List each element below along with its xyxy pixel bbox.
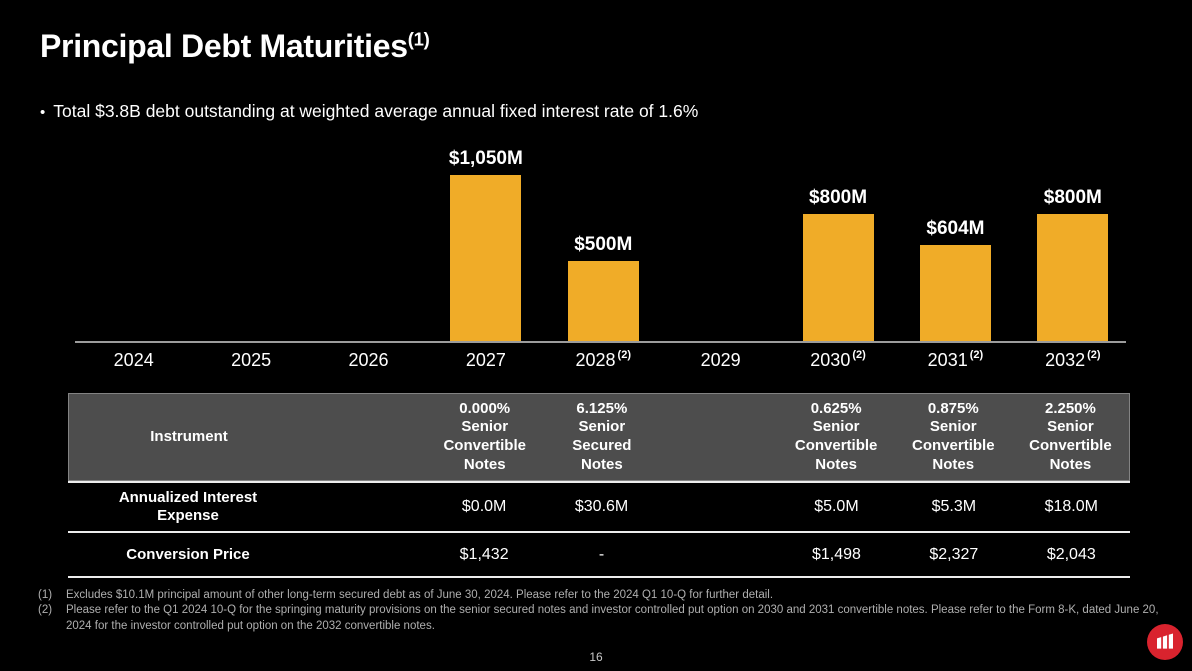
- year-footnote-superscript: (2): [1087, 349, 1101, 361]
- year-footnote-superscript: (2): [969, 349, 984, 361]
- table-header-instrument: Instrument: [150, 428, 228, 445]
- footnote-text: Please refer to the Q1 2024 10-Q for the…: [66, 604, 1159, 632]
- table-row: Annualized Interest Expense $0.0M $30.6M $5…: [68, 483, 1130, 533]
- table-row-label: Conversion Price: [126, 545, 250, 563]
- chart-column-2025: [192, 148, 309, 341]
- table-row-label: Annualized Interest Expense: [118, 489, 258, 524]
- chart-column-2031: $604M: [897, 148, 1014, 341]
- title-footnote-superscript: (1): [407, 28, 430, 50]
- bar-value-label: $604M: [926, 218, 985, 239]
- table-cell-0-6: $18.0M: [1044, 498, 1098, 515]
- year-label: 2024: [113, 350, 154, 370]
- bar-value-label: $500M: [574, 234, 633, 255]
- footnotes: (1) Excludes $10.1M principal amount of o…: [38, 588, 1166, 634]
- table-cell-1-4: $1,498: [811, 545, 861, 563]
- x-axis-label-2024: 2024: [75, 350, 192, 371]
- chart-column-2027: $1,050M: [427, 148, 544, 341]
- x-axis-label-2032: 2032 (2): [1014, 349, 1131, 371]
- logo-bar-1: [1157, 637, 1162, 649]
- bar-value-label: $800M: [1043, 187, 1102, 208]
- year-label: 2025: [231, 350, 272, 370]
- chart-column-2030: $800M: [779, 148, 896, 341]
- year-label: 2030: [810, 350, 851, 370]
- table-body: Annualized Interest Expense $0.0M $30.6M $5…: [68, 481, 1130, 578]
- chart-column-2029: [662, 148, 779, 341]
- x-axis-label-2028: 2028 (2): [545, 349, 662, 371]
- table-cell-0-4: $5.0M: [814, 498, 859, 515]
- year-label: 2029: [700, 350, 741, 370]
- year-label: 2032: [1045, 350, 1086, 370]
- x-axis-label-2031: 2031 (2): [897, 349, 1014, 371]
- x-axis-labels: 2024 2025 2026 2027 2028 (2) 2029 2030 (2) 2031 (2…: [75, 349, 1132, 371]
- table-header-cell-6: 2.250% Senior Convertible Notes: [1029, 399, 1112, 473]
- bullet-text: • Total $3.8B debt outstanding at weighte…: [40, 101, 698, 122]
- bullet-marker: •: [40, 104, 46, 121]
- chart-column-2032: $800M: [1014, 148, 1131, 341]
- footnote-1: (1) Excludes $10.1M principal amount of o…: [38, 588, 1166, 603]
- x-axis-label-2025: 2025: [192, 350, 309, 371]
- table-header-cell-5: 0.875% Senior Convertible Notes: [912, 399, 995, 473]
- x-axis-line: [75, 341, 1126, 343]
- page-title: Principal Debt Maturities(1): [40, 28, 430, 65]
- bar-2032: [1037, 214, 1109, 341]
- table-row: Conversion Price $1,432 - $1,498 $2,327 $2,04…: [68, 533, 1130, 578]
- table-cell-0-2: $30.6M: [574, 498, 629, 515]
- bar-2027: [450, 175, 522, 341]
- year-footnote-superscript: (2): [852, 349, 866, 361]
- bar-2031: [919, 245, 991, 341]
- bar-2030: [802, 214, 874, 341]
- table-header-cell-4: 0.625% Senior Convertible Notes: [794, 399, 878, 473]
- debt-maturities-bar-chart: $1,050M $500M $800M $604M $800M: [75, 148, 1132, 341]
- chart-column-2026: [310, 148, 427, 341]
- table-header-cell-1: 0.000% Senior Convertible Notes: [443, 399, 526, 473]
- logo-bar-2: [1162, 635, 1168, 649]
- page-number: 16: [589, 650, 603, 664]
- logo-svg: [1147, 624, 1183, 660]
- year-label: 2028: [575, 350, 616, 370]
- year-footnote-superscript: (2): [617, 349, 631, 361]
- chart-column-2024: [75, 148, 192, 341]
- footnote-marker: (2): [38, 604, 53, 617]
- table-header-row: Instrument 0.000% Senior Convertible Note…: [68, 393, 1130, 481]
- table-header-cell-2: 6.125% Senior Secured Notes: [572, 399, 632, 473]
- x-axis-label-2027: 2027: [427, 350, 544, 371]
- table-cell-0-5: $5.3M: [931, 498, 977, 515]
- table-cell-1-1: $1,432: [459, 545, 509, 563]
- footnote-marker: (1): [38, 589, 53, 601]
- bar-value-label: $1,050M: [448, 148, 523, 169]
- debt-instruments-table: Instrument 0.000% Senior Convertible Note…: [68, 393, 1130, 578]
- footnote-text: Excludes $10.1M principal amount of othe…: [66, 589, 774, 601]
- table-cell-1-5: $2,327: [929, 545, 979, 563]
- logo-bar-3: [1168, 633, 1173, 649]
- x-axis-label-2029: 2029: [662, 350, 779, 371]
- microstrategy-logo-icon: [1147, 624, 1183, 660]
- table-cell-1-6: $2,043: [1046, 545, 1096, 563]
- footnote-2: (2) Please refer to the Q1 2024 10-Q for …: [38, 603, 1166, 634]
- table-cell-0-1: $0.0M: [461, 498, 507, 515]
- year-label: 2031: [927, 350, 968, 370]
- x-axis-label-2026: 2026: [310, 350, 427, 371]
- bar-2028: [567, 261, 639, 341]
- year-label: 2027: [465, 350, 506, 370]
- x-axis-label-2030: 2030 (2): [779, 349, 896, 371]
- chart-column-2028: $500M: [545, 148, 662, 341]
- year-label: 2026: [348, 350, 389, 370]
- bullet-statement: Total $3.8B debt outstanding at weighted…: [53, 101, 699, 121]
- page-title-text: Principal Debt Maturities: [40, 28, 408, 64]
- table-cell-1-2: -: [598, 545, 605, 563]
- bar-value-label: $800M: [808, 187, 868, 208]
